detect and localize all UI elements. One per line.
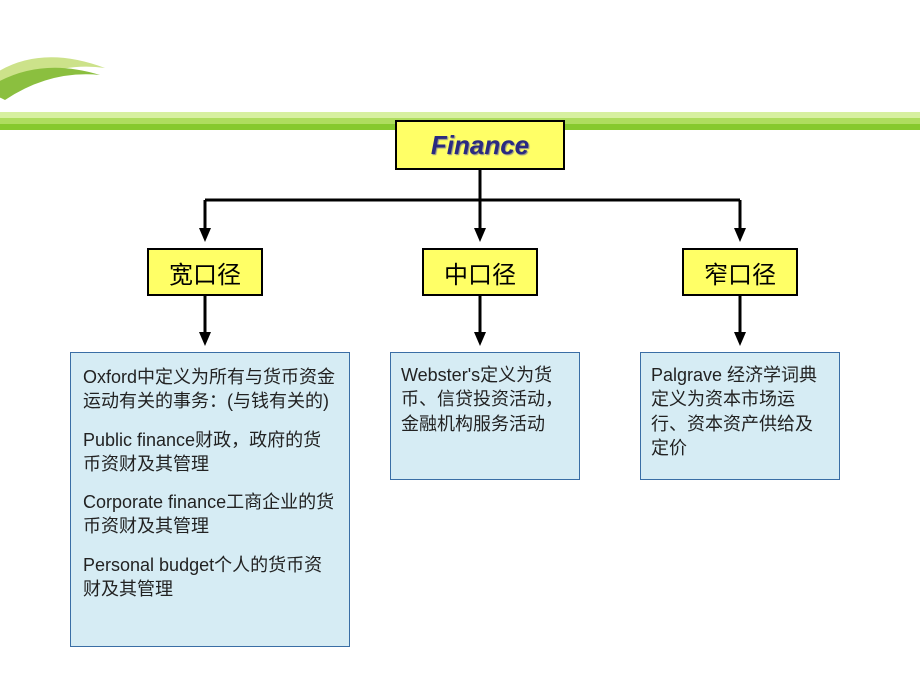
content-paragraph: Public finance财政，政府的货币资财及其管理 <box>83 428 337 477</box>
category-medium: 中口径 <box>422 248 538 296</box>
category-wide-label: 宽口径 <box>169 255 241 290</box>
category-medium-label: 中口径 <box>444 255 516 290</box>
category-narrow-label: 窄口径 <box>704 255 776 290</box>
content-wide: Oxford中定义为所有与货币资金运动有关的事务：(与钱有关的) Public f… <box>70 352 350 647</box>
content-paragraph: Oxford中定义为所有与货币资金运动有关的事务：(与钱有关的) <box>83 365 337 414</box>
content-paragraph: Corporate finance工商企业的货币资财及其管理 <box>83 490 337 539</box>
category-wide: 宽口径 <box>147 248 263 296</box>
content-medium: Webster's定义为货币、信贷投资活动，金融机构服务活动 <box>390 352 580 480</box>
content-paragraph: Webster's定义为货币、信贷投资活动，金融机构服务活动 <box>401 363 569 436</box>
content-paragraph: Personal budget个人的货币资财及其管理 <box>83 553 337 602</box>
content-narrow: Palgrave 经济学词典定义为资本市场运行、资本资产供给及定价 <box>640 352 840 480</box>
category-narrow: 窄口径 <box>682 248 798 296</box>
content-paragraph: Palgrave 经济学词典定义为资本市场运行、资本资产供给及定价 <box>651 363 829 460</box>
